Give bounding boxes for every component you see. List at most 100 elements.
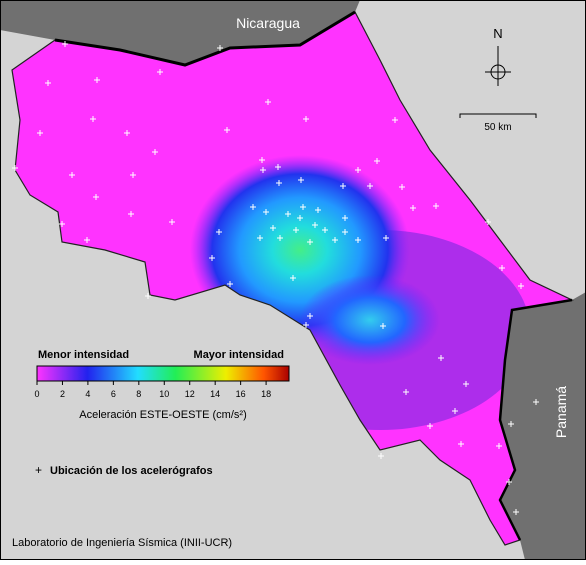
colorbar-tick-label: 16 [236, 389, 246, 399]
station [124, 130, 130, 136]
station [157, 69, 163, 75]
colorbar [36, 365, 290, 382]
station [433, 203, 439, 209]
station [452, 408, 458, 414]
station [209, 255, 215, 261]
station [458, 441, 464, 447]
station [378, 453, 384, 459]
nicaragua [0, 0, 360, 65]
station [506, 479, 512, 485]
colorbar-tick-label: 0 [34, 389, 39, 399]
station [224, 127, 230, 133]
station [290, 275, 296, 281]
legend-stations: Ubicación de los acelerógrafos [50, 465, 213, 477]
station [332, 237, 338, 243]
station [392, 117, 398, 123]
station [533, 399, 539, 405]
credit: Laboratorio de Ingeniería Sísmica (INII-… [12, 537, 232, 549]
station [260, 167, 266, 173]
station [322, 227, 328, 233]
scale-label: 50 km [484, 122, 511, 133]
station [355, 237, 361, 243]
station [45, 80, 51, 86]
station [275, 164, 281, 170]
station [265, 99, 271, 105]
country-label: Panamá [553, 386, 569, 438]
station [403, 389, 409, 395]
station [496, 443, 502, 449]
station [227, 281, 233, 287]
station [499, 265, 505, 271]
station [508, 421, 514, 427]
panama [500, 292, 586, 560]
station [37, 130, 43, 136]
colorbar-tick-label: 12 [185, 389, 195, 399]
country-label: Nicaragua [236, 15, 300, 31]
station [84, 237, 90, 243]
station [69, 172, 75, 178]
station [216, 229, 222, 235]
station [303, 322, 309, 328]
colorbar-tick-label: 8 [136, 389, 141, 399]
station [518, 283, 524, 289]
station [250, 204, 256, 210]
station [285, 211, 291, 217]
station [259, 157, 265, 163]
station [355, 167, 361, 173]
station [130, 172, 136, 178]
station [270, 225, 276, 231]
station [145, 293, 151, 299]
legend-low: Menor intensidad [38, 349, 129, 361]
station [307, 239, 313, 245]
station [62, 41, 68, 47]
station [513, 509, 519, 515]
colorbar-tick-label: 6 [111, 389, 116, 399]
station [293, 227, 299, 233]
station [367, 183, 373, 189]
stations [12, 41, 539, 515]
station [277, 235, 283, 241]
station [276, 180, 282, 186]
station [463, 381, 469, 387]
station [303, 116, 309, 122]
station [128, 211, 134, 217]
station [374, 158, 380, 164]
station [94, 77, 100, 83]
station [342, 215, 348, 221]
station [427, 423, 433, 429]
station [340, 183, 346, 189]
station [300, 204, 306, 210]
station [257, 235, 263, 241]
legend-high: Mayor intensidad [194, 349, 284, 361]
station [217, 45, 223, 51]
station [93, 194, 99, 200]
station [399, 184, 405, 190]
station [152, 149, 158, 155]
station [263, 209, 269, 215]
station [59, 221, 65, 227]
station [485, 219, 491, 225]
station [380, 323, 386, 329]
station [315, 207, 321, 213]
station [383, 235, 389, 241]
station [438, 355, 444, 361]
colorbar-tick-label: 4 [85, 389, 90, 399]
legend-title: Aceleración ESTE-OESTE (cm/s²) [79, 409, 246, 421]
station [342, 229, 348, 235]
station [169, 219, 175, 225]
compass [485, 46, 511, 86]
legend-marker: + [35, 463, 42, 477]
station [312, 222, 318, 228]
station [298, 177, 304, 183]
station [307, 313, 313, 319]
station [12, 165, 18, 171]
station [90, 116, 96, 122]
station [410, 205, 416, 211]
colorbar-tick-label: 14 [210, 389, 220, 399]
scale-bar [459, 113, 537, 118]
station [297, 215, 303, 221]
colorbar-tick-label: 18 [261, 389, 271, 399]
colorbar-tick-label: 2 [60, 389, 65, 399]
north-label: N [493, 26, 502, 41]
